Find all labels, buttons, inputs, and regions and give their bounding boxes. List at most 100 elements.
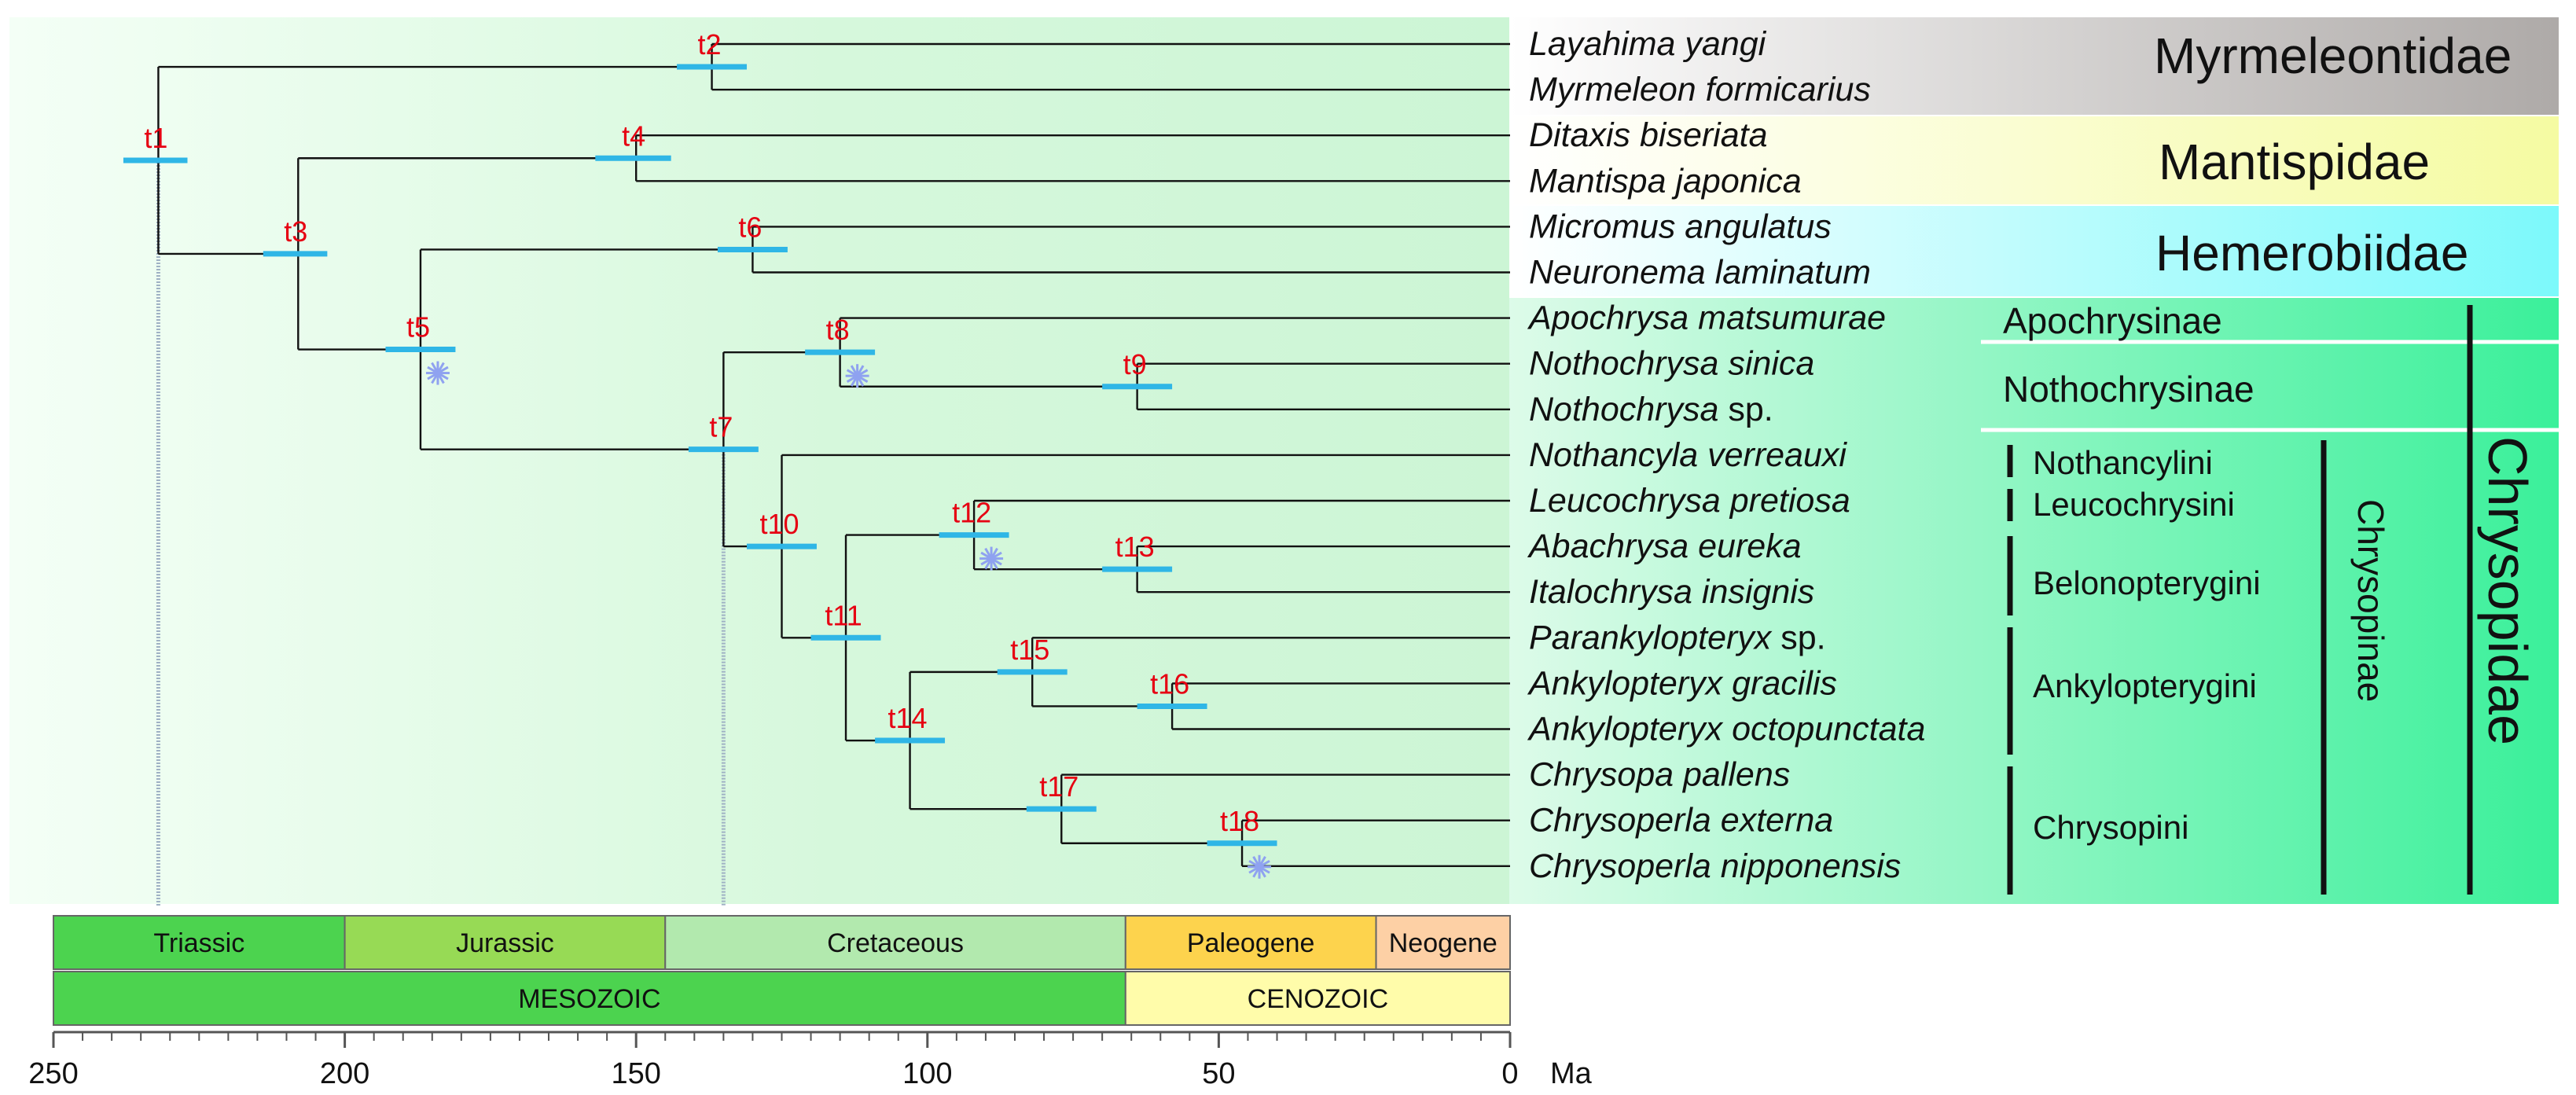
taxon-label: Nothancyla verreauxi [1529, 436, 1847, 474]
axis-unit-label: Ma [1550, 1057, 1593, 1090]
era-label: MESOZOIC [518, 984, 660, 1014]
node-label-t13: t13 [1115, 531, 1155, 563]
taxon-genus: Micromus [1529, 208, 1675, 245]
mantispidae-band [1509, 116, 2559, 204]
node-label-t1: t1 [144, 122, 167, 154]
node-label-t3: t3 [284, 215, 307, 248]
label-chrysopinae: Chrysopinae [2350, 499, 2391, 702]
taxon-epithet: matsumurae [1689, 299, 1886, 337]
taxon-epithet: biseriata [1630, 116, 1767, 154]
node-label-t12: t12 [952, 497, 991, 529]
node-label-t2: t2 [698, 28, 722, 61]
node-label-t17: t17 [1039, 770, 1079, 803]
clade-brackets [2007, 305, 2473, 895]
taxon-epithet: yangi [1675, 25, 1766, 63]
period-triassic [53, 915, 346, 970]
node-label-t9: t9 [1123, 348, 1147, 380]
taxon-genus: Italochrysa [1529, 573, 1692, 611]
taxon-epithet: formicarius [1696, 71, 1871, 108]
tree-background [9, 17, 1509, 904]
label-chrysopini: Chrysopini [2033, 809, 2188, 846]
taxon-genus: Ankylopteryx [1527, 664, 1724, 702]
node-label-t10: t10 [759, 508, 799, 540]
taxon-genus: Chrysoperla [1529, 802, 1711, 840]
axis-tick-label: 200 [320, 1057, 369, 1090]
node-label-t7: t7 [709, 411, 733, 443]
taxon-genus: Apochrysa [1527, 299, 1689, 337]
taxon-label: Ankylopteryx gracilis [1527, 664, 1837, 702]
taxon-genus: Layahima [1529, 25, 1675, 63]
node-label-t14: t14 [888, 702, 928, 734]
taxon-label: Leucochrysa pretiosa [1529, 482, 1850, 520]
taxon-genus: Ankylopteryx [1527, 711, 1724, 748]
taxon-epithet: angulatus [1675, 208, 1831, 245]
period-label: Cretaceous [827, 928, 964, 958]
taxon-epithet: sinica [1718, 345, 1814, 383]
period-neogene [1375, 915, 1512, 970]
taxon-epithet: verreauxi [1698, 436, 1847, 474]
taxon-epithet: eureka [1689, 527, 1801, 565]
taxon-epithet: sp. [1718, 391, 1773, 428]
taxon-label: Italochrysa insignis [1529, 573, 1814, 611]
taxon-label: Nothochrysa sinica [1529, 345, 1814, 383]
node-label-t8: t8 [826, 314, 850, 346]
node-label-t11: t11 [825, 599, 862, 631]
calibration-star-icon [845, 364, 869, 388]
taxon-label: Ditaxis biseriata [1529, 116, 1768, 154]
taxon-genus: Mantispa [1529, 162, 1666, 200]
node-label-t15: t15 [1010, 634, 1049, 666]
period-label: Triassic [153, 928, 244, 958]
taxon-genus: Nothochrysa [1529, 345, 1718, 383]
taxon-label: Chrysoperla nipponensis [1529, 847, 1901, 885]
taxon-epithet: externa [1711, 802, 1833, 840]
axis-tick-label: 150 [611, 1057, 660, 1090]
calibration-star-icon [425, 361, 450, 385]
period-paleogene [1124, 915, 1377, 970]
chrysopidae-band [1509, 298, 2559, 904]
taxon-epithet: pretiosa [1721, 482, 1850, 520]
taxon-epithet: insignis [1692, 573, 1814, 611]
label-apochrysinae: Apochrysinae [2003, 300, 2222, 341]
taxon-label: Myrmeleon formicarius [1529, 71, 1871, 108]
period-cretaceous [664, 915, 1126, 970]
taxon-epithet: sp. [1771, 619, 1825, 656]
taxon-label: Neuronema laminatum [1529, 254, 1871, 292]
node-label-t5: t5 [406, 311, 430, 344]
axis-tick-label: 50 [1202, 1057, 1235, 1090]
node-label-t18: t18 [1220, 805, 1259, 837]
taxon-genus: Neuronema [1529, 254, 1706, 292]
time-axis: 250 200 150 100 50 0 Ma [28, 1031, 1593, 1090]
taxon-label: Parankylopteryx sp. [1529, 619, 1826, 656]
label-hemerobiidae: Hemerobiidae [2155, 225, 2468, 281]
myrmeleontidae-band [1509, 17, 2559, 115]
calibration-star-icon [1248, 854, 1272, 879]
taxon-epithet: gracilis [1722, 664, 1837, 702]
taxon-genus: Leucochrysa [1529, 482, 1721, 520]
taxon-epithet: laminatum [1706, 254, 1871, 292]
taxon-label: Nothochrysa sp. [1529, 391, 1773, 428]
taxon-genus: Myrmeleon [1529, 71, 1696, 108]
node-label-t6: t6 [738, 211, 762, 243]
period-label: Jurassic [456, 928, 554, 958]
taxon-epithet: pallens [1674, 756, 1790, 794]
taxon-genus: Parankylopteryx [1529, 619, 1773, 656]
taxon-label: Abachrysa eureka [1527, 527, 1802, 565]
label-mantispidae: Mantispidae [2159, 134, 2430, 190]
taxon-genus: Nothancyla [1529, 436, 1698, 474]
taxon-epithet: japonica [1666, 162, 1801, 200]
axis-tick-label: 250 [28, 1057, 78, 1090]
taxon-label: Mantispa japonica [1529, 162, 1802, 200]
tree-branches: t1 t2 t3 t4 t5 t6 t7 t8 t9 t10 t11 t12 t13 t14 t15 t16 t… [123, 28, 1510, 906]
node-label-t16: t16 [1150, 667, 1189, 700]
label-belonopterygini: Belonopterygini [2033, 564, 2261, 601]
axis-tick-label: 100 [902, 1057, 952, 1090]
axis-tick-label: 0 [1501, 1057, 1518, 1090]
node-label-t4: t4 [622, 119, 645, 152]
taxon-label: Chrysopa pallens [1529, 756, 1790, 794]
taxon-label: Ankylopteryx octopunctata [1527, 711, 1925, 748]
label-myrmeleontidae: Myrmeleontidae [2154, 28, 2512, 84]
era-mesozoic [53, 971, 1126, 1026]
label-chrysopidae: Chrysopidae [2477, 436, 2538, 745]
period-label: Paleogene [1187, 928, 1315, 958]
